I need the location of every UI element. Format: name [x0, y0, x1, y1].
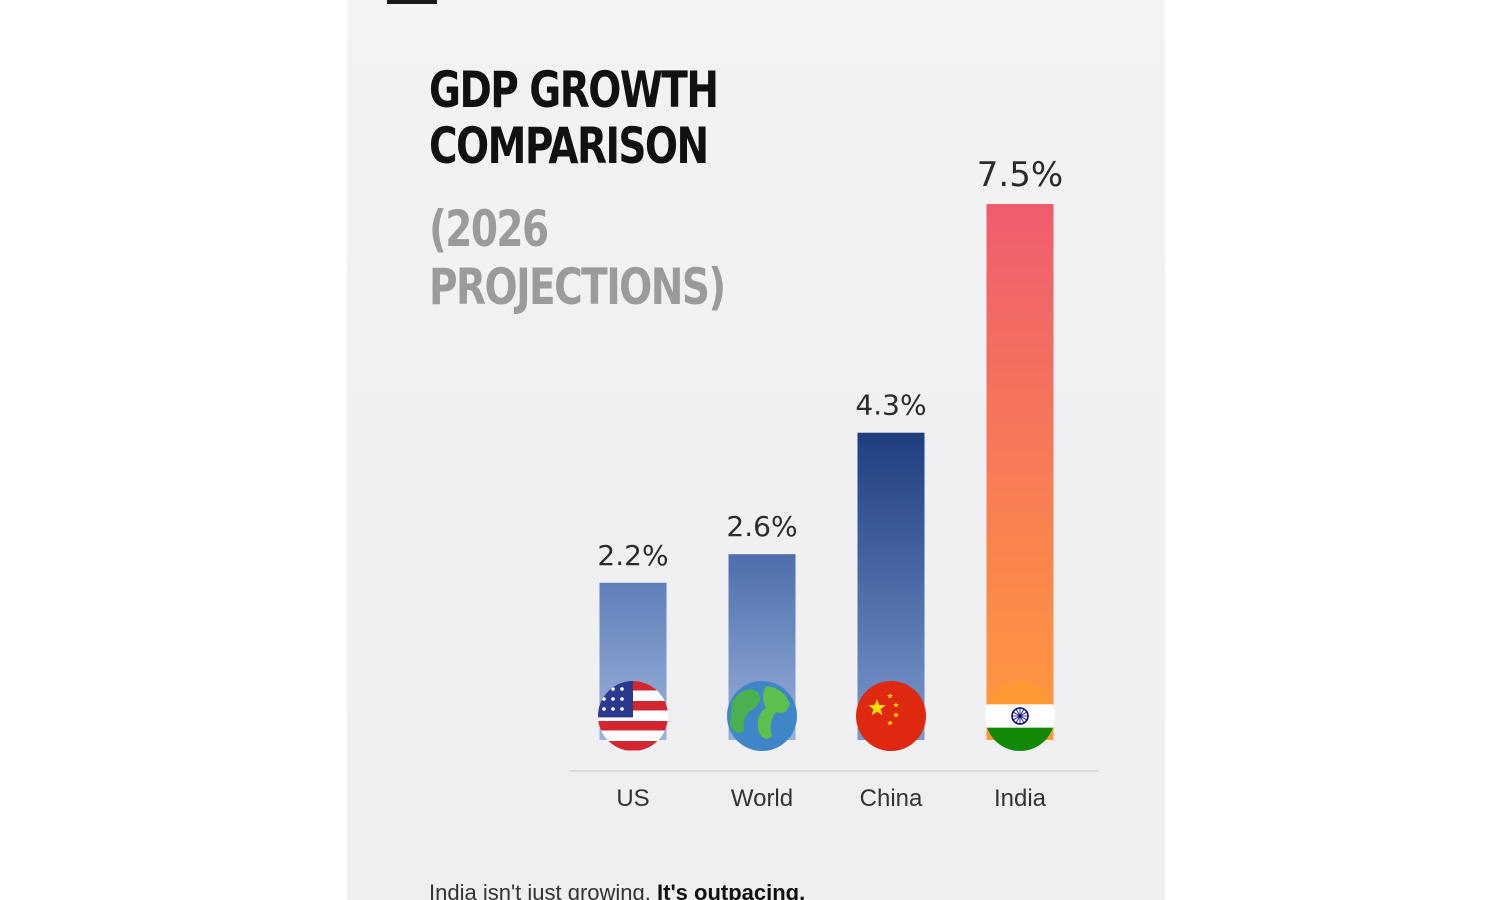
chart-subtitle: (2026 PROJECTIONS)	[429, 200, 808, 316]
title-line-2: COMPARISON	[429, 117, 709, 175]
category-label-india: India	[994, 785, 1047, 812]
footer-caption: India isn't just growing. It's outpacing…	[429, 880, 805, 900]
footer-emphasis: It's outpacing.	[657, 880, 806, 900]
value-label-india: 7.5%	[977, 155, 1063, 195]
globe-icon	[727, 681, 797, 751]
footer-text: India isn't just growing.	[429, 880, 651, 900]
china-flag-icon	[856, 681, 926, 751]
chart-title: GDP GROWTH COMPARISON	[429, 62, 799, 174]
bar-india	[986, 204, 1054, 740]
category-label-us: US	[616, 785, 649, 812]
category-label-world: World	[731, 785, 793, 812]
title-line-1: GDP GROWTH	[429, 61, 719, 119]
value-label-us: 2.2%	[597, 539, 668, 572]
value-label-china: 4.3%	[855, 389, 926, 422]
subtitle-line-2: PROJECTIONS)	[429, 258, 726, 316]
india-flag-icon	[985, 681, 1055, 751]
brand-mark	[387, 0, 437, 4]
category-label-china: China	[860, 785, 923, 812]
subtitle-line-1: (2026	[429, 200, 549, 258]
bar-chart: 2.2% US 2.6% World 4.3% China 7.5% India	[569, 155, 1099, 812]
us-flag-icon	[598, 681, 668, 751]
value-label-world: 2.6%	[726, 510, 797, 543]
infographic-card: GDP GROWTH COMPARISON (2026 PROJECTIONS)…	[347, 0, 1165, 900]
